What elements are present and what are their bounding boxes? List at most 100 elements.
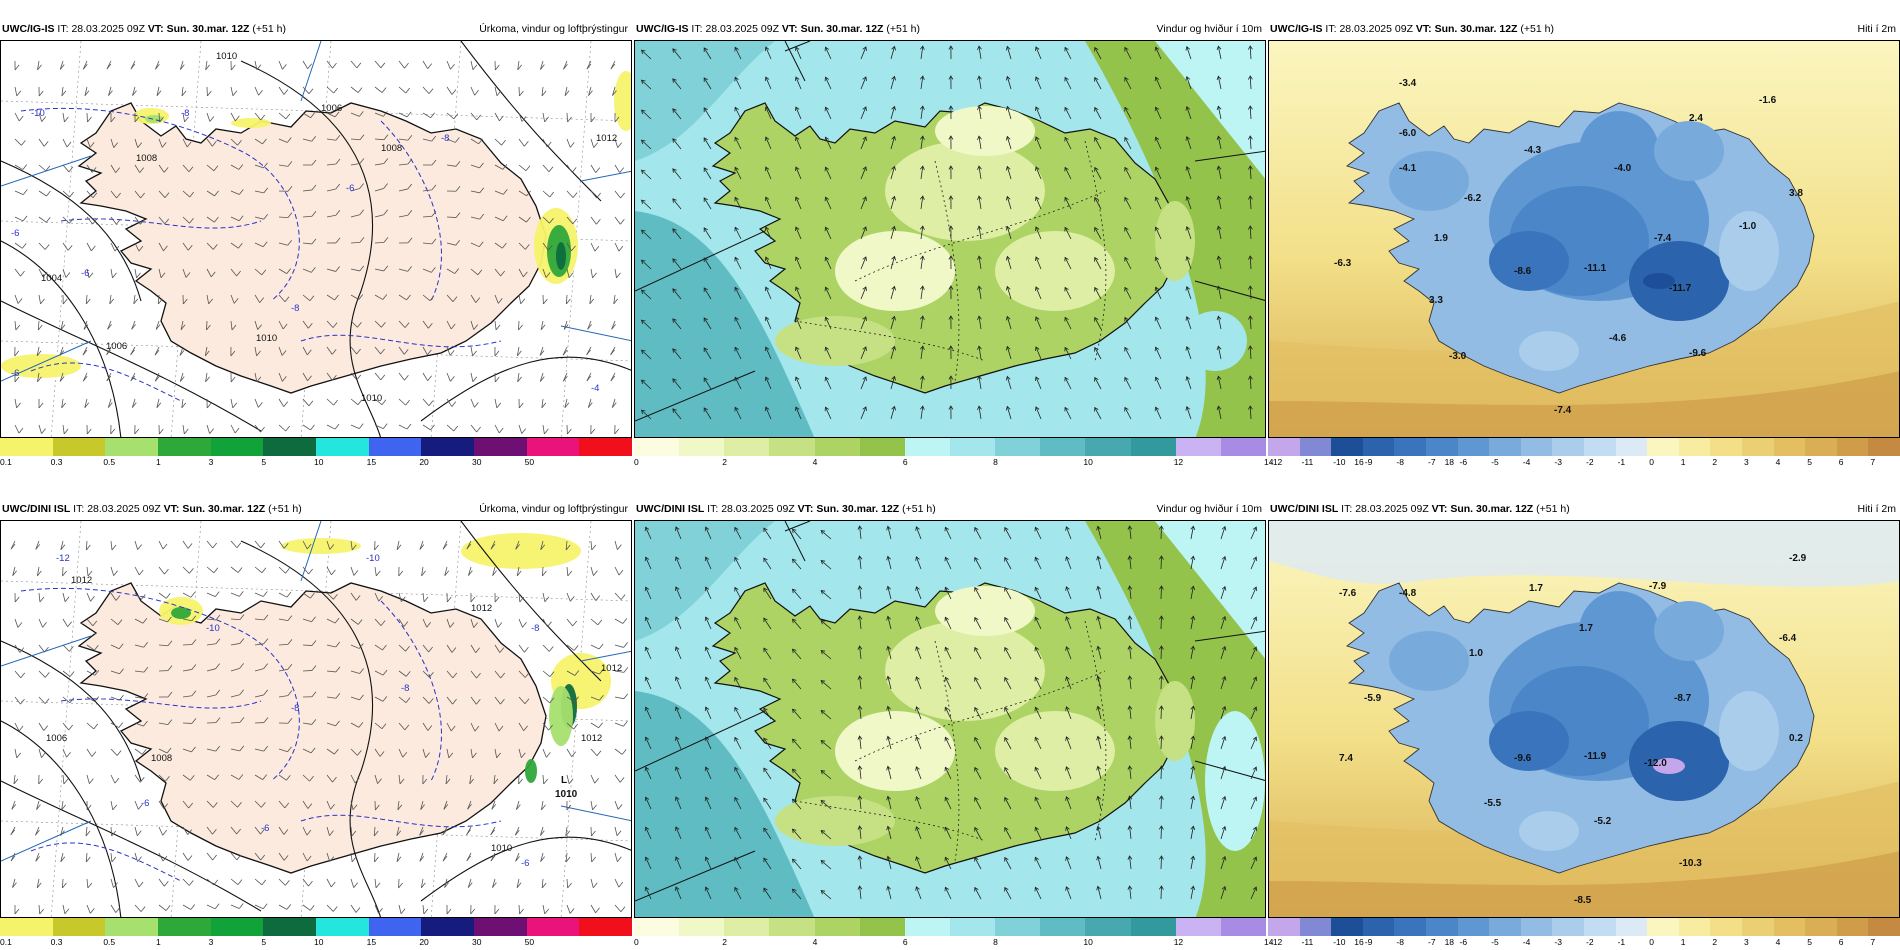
temperature-value: -6.4 [1779, 633, 1797, 644]
wind-barb [134, 242, 140, 252]
wind-arrow [645, 676, 652, 690]
wind-barb-flag [60, 544, 66, 550]
wind-barb-flag [287, 186, 293, 192]
wind-barb-flag [490, 855, 496, 862]
wind-arrow-head [824, 136, 830, 142]
wind-barb-flag [496, 402, 502, 409]
wind-arrow-head [734, 586, 739, 592]
wind-barb [566, 112, 568, 123]
wind-barb-flag [165, 905, 171, 911]
init-time: 28.03.2025 09Z [87, 503, 161, 515]
wind-barb-flag [524, 698, 530, 704]
wind-arrow-head [862, 166, 867, 171]
wind-arrow-head [764, 286, 770, 292]
wind-barb [540, 320, 544, 330]
wind-arrow [944, 617, 952, 630]
wind-barb [110, 852, 113, 862]
map-area: 1010 1008 1012 1008 1010 1004 1006 1006 1010 -10-… [0, 40, 632, 438]
wind-arrow [1155, 317, 1162, 330]
wind-arrow-head [1221, 825, 1227, 831]
temperature-isoline-label: -8 [531, 623, 539, 634]
map-area: -3.4 -1.6 -6.0 2.4 -4.3 -4.1 -4.0 3.8 -6.2 -1.0 1.… [1268, 40, 1900, 438]
wind-arrow-head [794, 406, 800, 412]
wind-arrow-head [1247, 405, 1253, 410]
wind-arrow [795, 226, 802, 240]
wind-barb [326, 904, 334, 912]
temperature-value: -4.3 [1524, 145, 1542, 156]
wind-arrow-head [640, 289, 646, 295]
wind-arrow [734, 797, 742, 810]
wind-arrow-head [1158, 855, 1164, 860]
wind-barb [516, 878, 520, 888]
wind-barb-flag [405, 87, 411, 94]
wind-barb [422, 722, 429, 731]
wind-barb [350, 372, 358, 381]
wind-barb-flag [407, 237, 413, 244]
wind-barb-flag [308, 88, 314, 94]
wind-barb-flag [568, 778, 574, 784]
wind-barb [230, 138, 238, 146]
wind-barb [470, 138, 479, 145]
wind-arrow [887, 526, 892, 540]
colorbar-swatch [769, 918, 815, 936]
wind-barb-flag [620, 906, 626, 913]
wind-arrow-head [1124, 226, 1129, 232]
wind-barb [542, 216, 550, 224]
wind-arrow-head [734, 76, 739, 82]
wind-arrow [1129, 676, 1132, 690]
wind-barb [134, 566, 140, 576]
wind-arrow-head [794, 286, 800, 292]
wind-barb-flag [442, 855, 448, 862]
wind-barb-flag [374, 544, 379, 551]
wind-arrow [705, 886, 712, 900]
wind-barb-flag [205, 376, 210, 383]
wind-barb [398, 214, 408, 218]
temperature-value: -12.0 [1644, 758, 1667, 769]
wind-barb [542, 670, 551, 677]
wind-arrow-head [1065, 886, 1070, 891]
temperature-value: 7.4 [1339, 753, 1353, 764]
wind-barb [590, 268, 593, 278]
wind-barb [374, 852, 376, 863]
wind-arrow-head [944, 736, 949, 742]
colorbar-tick-label: -11 [1301, 937, 1314, 947]
wind-barb-flag [212, 802, 218, 808]
wind-barb [350, 592, 357, 601]
wind-arrow [920, 46, 924, 60]
wind-arrow [734, 587, 742, 600]
wind-arrow-head [1158, 675, 1164, 680]
wind-arrow-head [820, 890, 826, 895]
wind-arrow [1004, 797, 1012, 810]
wind-arrow-head [948, 405, 954, 410]
wind-barb-flag [335, 237, 341, 244]
wind-arrow-head [734, 736, 739, 742]
wind-barb-flag [311, 691, 317, 698]
wind-barb-flag [405, 697, 411, 703]
wind-arrow [645, 826, 652, 840]
wind-arrow [920, 286, 924, 300]
lead-time: (+51 h) [886, 23, 920, 35]
wind-barb [350, 774, 356, 784]
wind-arrow [1097, 886, 1102, 900]
wind-barb-flag [564, 402, 570, 408]
wind-barb [230, 566, 239, 573]
wind-arrow [887, 646, 892, 660]
wind-barb-flag [208, 298, 213, 305]
wind-barb [62, 670, 71, 677]
wind-arrow-head [948, 315, 954, 320]
wind-arrow [1004, 587, 1012, 600]
colorbar-swatch [1552, 438, 1584, 456]
wind-barb [254, 566, 263, 574]
wind-barb-flag [69, 646, 74, 652]
wind-arrow [1004, 677, 1012, 690]
wind-arrow [1249, 345, 1252, 360]
isobar-line [1, 160, 142, 302]
temperature-isoline-label: -6 [521, 858, 529, 869]
wind-barb-flag [398, 882, 403, 889]
wind-barb-flag [359, 265, 365, 272]
wind-arrow [1094, 407, 1102, 420]
wind-barb [494, 268, 501, 277]
wind-arrow-head [1158, 825, 1164, 830]
wind-barb [446, 216, 457, 218]
wind-arrow-head [1216, 75, 1222, 81]
